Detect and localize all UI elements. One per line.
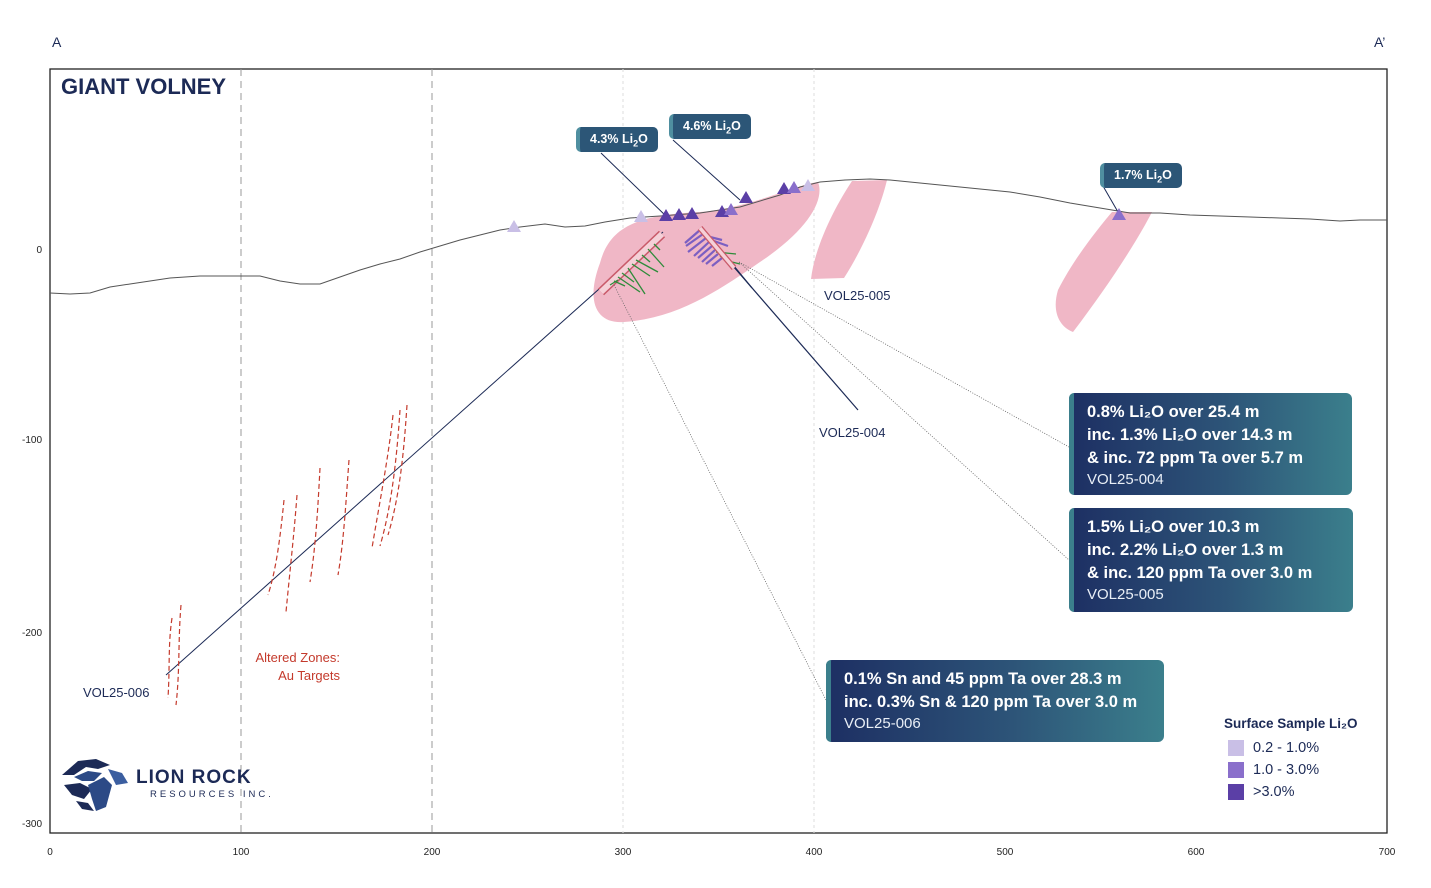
y-tick: -200 xyxy=(22,628,42,639)
legend-swatch xyxy=(1228,784,1244,800)
x-tick: 500 xyxy=(997,847,1014,858)
callout-vol25-005: 1.5% Li₂O over 10.3 m inc. 2.2% Li₂O ove… xyxy=(1069,508,1353,612)
tag-text: O xyxy=(1162,168,1172,182)
li2o-histogram xyxy=(684,229,729,267)
callout-hole-id: VOL25-005 xyxy=(1087,586,1164,603)
callout-hole-id: VOL25-006 xyxy=(844,715,921,732)
assay-interval-004-fill xyxy=(698,226,736,270)
callout-hole-id: VOL25-004 xyxy=(1087,471,1164,488)
company-logo: LION ROCK RESOURCES INC. xyxy=(58,755,288,815)
legend-swatch xyxy=(1228,762,1244,778)
tag-text: 1.7% Li xyxy=(1114,168,1158,182)
pegmatite-body-east xyxy=(1055,212,1152,332)
tag-text: 4.3% Li xyxy=(590,132,634,146)
sample-triangle xyxy=(777,182,791,194)
callout-line: 0.1% Sn and 45 ppm Ta over 28.3 m xyxy=(844,670,1122,688)
assay-interval-fill xyxy=(598,231,665,295)
section-start-label: A xyxy=(52,34,62,50)
x-tick: 200 xyxy=(424,847,441,858)
tag-subscript: 2 xyxy=(1157,174,1163,185)
sample-triangle xyxy=(801,179,815,191)
y-tick: -100 xyxy=(22,435,42,446)
tag-subscript: 2 xyxy=(726,125,732,136)
drillhole-label-vol25-004: VOL25-004 xyxy=(819,425,886,440)
surface-tag-1-7: 1.7% Li2O xyxy=(1100,163,1182,188)
tag-text: O xyxy=(638,132,648,146)
leader-line-005 xyxy=(738,261,1070,561)
drillhole-label-vol25-005: VOL25-005 xyxy=(824,288,891,303)
y-tick: -300 xyxy=(22,819,42,830)
legend: Surface Sample Li₂O 0.2 - 1.0% 1.0 - 3.0… xyxy=(1224,716,1394,803)
callout-line: & inc. 72 ppm Ta over 5.7 m xyxy=(1087,449,1304,467)
surface-tag-4-3: 4.3% Li2O xyxy=(576,127,658,152)
legend-item: >3.0% xyxy=(1224,781,1394,803)
topography-line xyxy=(49,178,1387,295)
x-tick: 100 xyxy=(233,847,250,858)
tag-subscript: 2 xyxy=(633,138,639,149)
callout-line: inc. 2.2% Li₂O over 1.3 m xyxy=(1087,541,1284,559)
diagram-title: GIANT VOLNEY xyxy=(61,74,226,99)
callout-line: inc. 0.3% Sn & 120 ppm Ta over 3.0 m xyxy=(844,693,1138,711)
sample-triangle xyxy=(1112,208,1126,220)
tag-leader-1 xyxy=(600,152,669,219)
legend-item: 0.2 - 1.0% xyxy=(1224,737,1394,759)
sample-triangle xyxy=(724,203,738,215)
logo-subtitle: RESOURCES INC. xyxy=(150,789,274,800)
section-end-label: A’ xyxy=(1374,34,1385,50)
callout-line: 0.8% Li₂O over 25.4 m xyxy=(1087,403,1260,421)
x-tick: 600 xyxy=(1188,847,1205,858)
logo-name: LION ROCK xyxy=(136,767,252,788)
surface-tag-4-6: 4.6% Li2O xyxy=(669,114,751,139)
tag-leader-3 xyxy=(1102,185,1119,213)
legend-label: 0.2 - 1.0% xyxy=(1253,740,1320,756)
sn-ta-histogram xyxy=(609,243,665,295)
callout-line: & inc. 120 ppm Ta over 3.0 m xyxy=(1087,564,1313,582)
legend-label: 1.0 - 3.0% xyxy=(1253,762,1320,778)
legend-label: >3.0% xyxy=(1253,784,1295,800)
x-tick: 0 xyxy=(47,847,53,858)
altered-zones-label-2: Au Targets xyxy=(278,668,340,683)
legend-swatch xyxy=(1228,740,1244,756)
x-tick: 400 xyxy=(806,847,823,858)
altered-zones-label-1: Altered Zones: xyxy=(255,650,340,665)
tag-text: 4.6% Li xyxy=(683,119,727,133)
sample-triangle xyxy=(787,181,801,193)
y-tick: 0 xyxy=(36,245,42,256)
legend-title: Surface Sample Li₂O xyxy=(1224,716,1358,731)
x-tick: 300 xyxy=(615,847,632,858)
legend-item: 1.0 - 3.0% xyxy=(1224,759,1394,781)
leader-line-006 xyxy=(613,284,827,701)
x-tick: 700 xyxy=(1379,847,1396,858)
callout-line: inc. 1.3% Li₂O over 14.3 m xyxy=(1087,426,1293,444)
sample-triangle xyxy=(672,208,686,220)
tag-text: O xyxy=(731,119,741,133)
sample-triangle xyxy=(685,207,699,219)
plot-frame xyxy=(49,68,1388,834)
sample-triangle xyxy=(634,210,648,222)
sample-triangle xyxy=(659,209,673,221)
altered-zones xyxy=(167,404,408,706)
sample-triangle xyxy=(507,220,521,232)
callout-vol25-006: 0.1% Sn and 45 ppm Ta over 28.3 m inc. 0… xyxy=(826,660,1164,742)
leader-line-004 xyxy=(738,261,1070,448)
surface-samples xyxy=(507,179,1126,232)
sample-triangle xyxy=(739,191,753,203)
callout-vol25-004: 0.8% Li₂O over 25.4 m inc. 1.3% Li₂O ove… xyxy=(1069,393,1352,495)
lion-logo-icon xyxy=(62,759,128,811)
drillhole-label-vol25-006: VOL25-006 xyxy=(83,685,150,700)
callout-line: 1.5% Li₂O over 10.3 m xyxy=(1087,518,1260,536)
tag-leader-2 xyxy=(672,139,741,201)
pegmatite-body-middle xyxy=(811,180,887,279)
drillhole-trace-vol25-006 xyxy=(165,231,664,676)
